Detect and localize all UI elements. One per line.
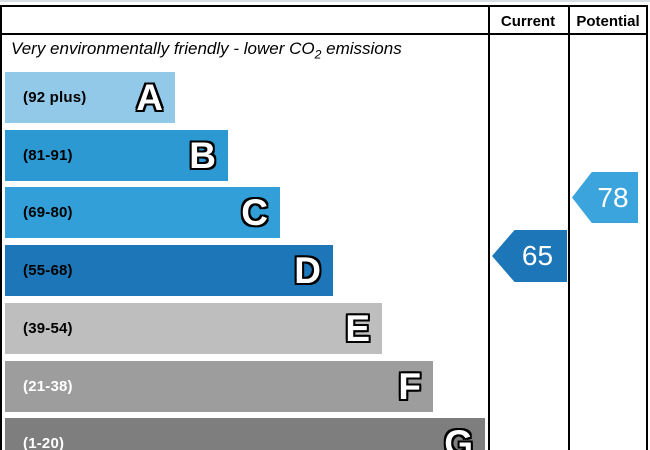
top-divider bbox=[0, 0, 650, 2]
potential-column-header: Potential bbox=[576, 13, 640, 30]
band-row-f: (21-38) F bbox=[5, 361, 433, 412]
current-column-divider bbox=[488, 7, 490, 450]
chart-title: Very environmentally friendly - lower CO… bbox=[11, 39, 481, 61]
chart-title-text: Very environmentally friendly - lower CO bbox=[11, 39, 315, 58]
chart-title-suffix: emissions bbox=[321, 39, 402, 58]
current-rating-arrow: 65 bbox=[492, 230, 567, 282]
header-row-divider bbox=[2, 33, 646, 35]
potential-column-divider bbox=[568, 7, 570, 450]
band-row-g: (1-20) G bbox=[5, 418, 485, 450]
band-range-label: (39-54) bbox=[23, 320, 73, 337]
band-row-d: (55-68) D bbox=[5, 245, 333, 296]
band-letter: B bbox=[189, 134, 216, 176]
band-range-label: (1-20) bbox=[23, 435, 65, 450]
band-row-b: (81-91) B bbox=[5, 130, 228, 181]
band-range-label: (81-91) bbox=[23, 147, 73, 164]
potential-rating-arrow: 78 bbox=[572, 172, 638, 223]
band-range-label: (55-68) bbox=[23, 262, 73, 279]
band-range-label: (92 plus) bbox=[23, 89, 87, 106]
band-row-a: (92 plus) A bbox=[5, 72, 175, 123]
band-row-c: (69-80) C bbox=[5, 187, 280, 238]
band-range-label: (69-80) bbox=[23, 204, 73, 221]
band-letter: F bbox=[398, 365, 421, 407]
chart-title-subscript: 2 bbox=[314, 47, 322, 62]
band-letter: G bbox=[444, 422, 473, 450]
chart-frame: Current Potential Very environmentally f… bbox=[0, 5, 648, 450]
current-rating-value: 65 bbox=[521, 240, 554, 271]
band-range-label: (21-38) bbox=[23, 378, 73, 395]
band-letter: A bbox=[136, 76, 163, 118]
potential-rating-value: 78 bbox=[597, 181, 629, 213]
band-row-e: (39-54) E bbox=[5, 303, 382, 354]
band-letter: D bbox=[294, 249, 321, 291]
band-letter: E bbox=[345, 307, 370, 349]
current-column-header: Current bbox=[500, 13, 556, 30]
band-letter: C bbox=[241, 191, 268, 233]
